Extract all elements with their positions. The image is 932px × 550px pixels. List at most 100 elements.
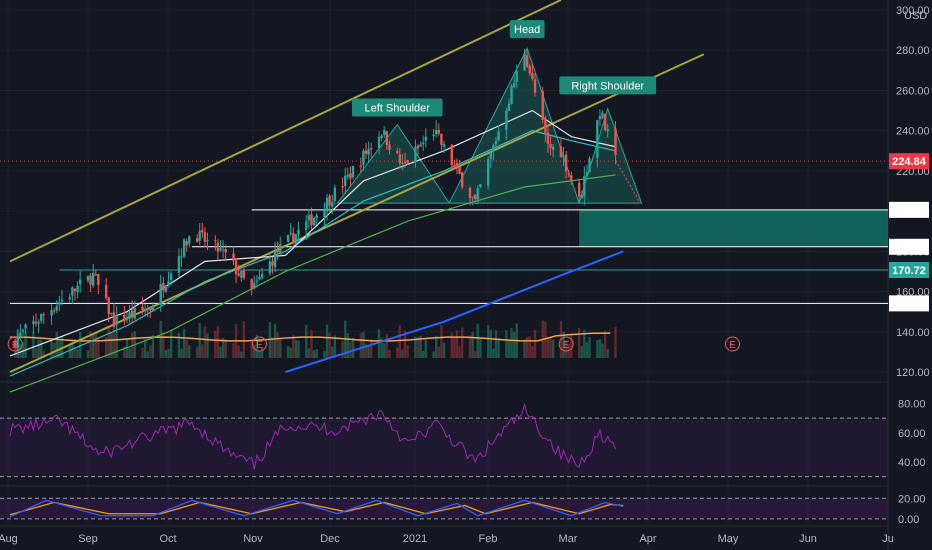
price-tag: 154.12 — [892, 298, 926, 310]
volume-bar — [91, 333, 95, 358]
volume-bar — [567, 345, 570, 358]
volume-bar — [216, 326, 220, 358]
candle-body — [549, 143, 552, 148]
volume-bar — [224, 339, 227, 358]
candle-body — [206, 240, 209, 242]
volume-bar — [206, 333, 209, 358]
candle-body — [242, 269, 246, 278]
volume-bar — [21, 341, 25, 358]
volume-bar — [97, 337, 100, 358]
volume-bar — [489, 330, 492, 358]
volume-bar — [333, 335, 337, 358]
price-tag: 200.62 — [892, 205, 926, 217]
candle-body — [237, 273, 240, 276]
volume-bar — [219, 346, 222, 358]
candle-body — [453, 164, 456, 166]
candle-body — [112, 312, 116, 327]
price-tag-bg — [889, 238, 929, 255]
candle-body — [253, 283, 256, 289]
volume-bar — [476, 323, 479, 358]
volume-bar — [123, 346, 126, 358]
volume-bar — [424, 339, 428, 358]
volume-bar — [286, 346, 290, 358]
sma-fast-line — [9, 109, 616, 357]
candle-body — [224, 249, 227, 253]
volume-bar — [203, 326, 207, 358]
candle-body — [34, 321, 38, 324]
candle-body — [250, 279, 253, 289]
volume-bar — [442, 342, 446, 358]
volume-bar — [435, 335, 438, 358]
volume-bar — [601, 343, 604, 358]
volume-bar — [32, 332, 35, 358]
candle-body — [123, 314, 126, 322]
candle-body — [585, 171, 589, 177]
volume-bar — [325, 324, 329, 358]
candle-body — [164, 285, 168, 292]
volume-bar — [577, 328, 581, 358]
volume-bar — [370, 339, 373, 358]
candle-body — [533, 79, 537, 93]
candle-body — [450, 144, 453, 165]
volume-bar — [367, 345, 370, 358]
volume-bar — [312, 350, 316, 358]
sma-slow-line — [9, 174, 616, 393]
volume-bar — [406, 345, 409, 358]
candle-body — [180, 256, 183, 258]
candle-body — [515, 71, 518, 82]
volume-bar — [450, 332, 453, 358]
candle-body — [219, 248, 222, 250]
candle-body — [232, 253, 235, 261]
candle-body — [182, 239, 186, 257]
volume-bar — [258, 351, 261, 358]
candle-body — [479, 184, 482, 188]
candle-body — [13, 342, 17, 347]
candle-body — [442, 143, 446, 147]
volume-bar — [24, 331, 27, 358]
candle-body — [346, 174, 350, 177]
volume-bar — [549, 336, 552, 358]
volume-bar — [422, 350, 425, 358]
candle-body — [564, 154, 568, 172]
volume-bar — [221, 338, 225, 358]
candle-body — [460, 172, 464, 188]
candle-body — [544, 118, 547, 133]
candle-body — [110, 312, 113, 315]
candle-body — [37, 322, 40, 324]
pattern-label: Right Shoulder — [571, 80, 644, 92]
stoch-tick-label: 0.00 — [898, 514, 919, 526]
candle-body — [512, 83, 516, 88]
rsi-line — [9, 402, 616, 470]
candle-body — [598, 116, 602, 120]
pattern-label: Head — [514, 24, 540, 36]
candle-body — [388, 144, 391, 150]
candle-body — [68, 297, 71, 300]
candle-body — [273, 251, 277, 268]
candlestick-series — [13, 48, 617, 355]
volume-bar — [570, 334, 573, 358]
candle-body — [97, 274, 100, 286]
volume-bar — [396, 347, 399, 358]
volume-bar — [94, 331, 97, 358]
volume-bar — [349, 341, 352, 358]
volume-bar — [564, 340, 568, 358]
volume-bar — [453, 338, 456, 358]
volume-bar — [305, 325, 308, 358]
volume-bar — [128, 347, 131, 358]
volume-bar — [398, 325, 402, 358]
volume-bar — [250, 341, 253, 358]
pattern-label-bg — [559, 76, 657, 95]
volume-bar — [78, 332, 82, 358]
volume-bar — [588, 337, 591, 358]
x-tick-label: Feb — [479, 533, 498, 545]
candle-body — [133, 307, 136, 319]
volume-bar — [494, 330, 498, 358]
x-tick-label: Oct — [159, 533, 176, 545]
volume-bar — [39, 339, 43, 358]
candle-body — [419, 144, 422, 147]
candle-body — [507, 103, 511, 112]
candle-body — [297, 229, 300, 235]
candle-body — [414, 146, 417, 163]
candle-body — [141, 306, 144, 310]
